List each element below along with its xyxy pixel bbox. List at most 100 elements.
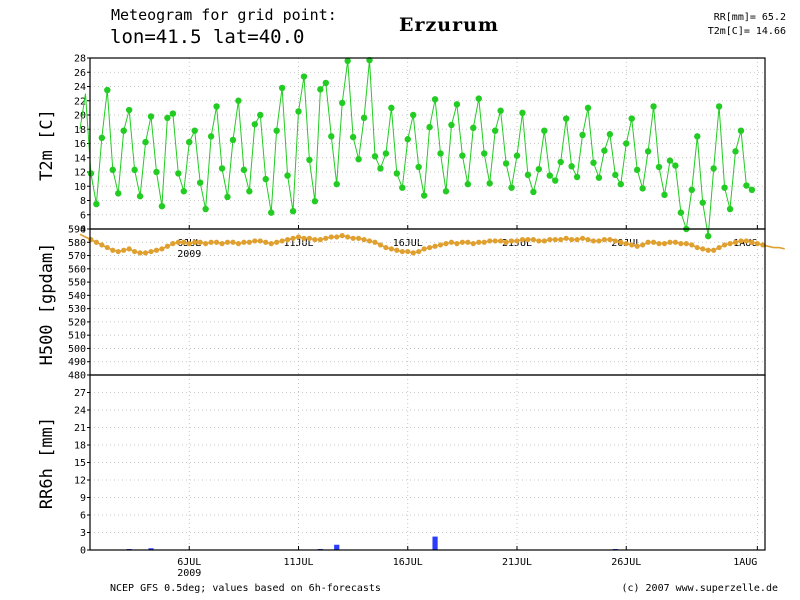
t2m-point — [573, 173, 581, 181]
y-tick-label: 530 — [68, 304, 86, 315]
h500-point — [208, 239, 214, 245]
t2m-point — [246, 188, 253, 195]
y-tick-label: 21 — [74, 423, 86, 434]
rr-bar — [432, 536, 438, 550]
t2m-point — [131, 166, 138, 174]
t2m-point — [666, 157, 674, 164]
t2m-point — [410, 111, 417, 119]
h500-point — [498, 238, 504, 244]
h500-point — [503, 239, 509, 245]
y-tick-label: 22 — [74, 96, 86, 107]
t2m-point — [568, 163, 575, 170]
h500-point — [448, 239, 455, 245]
x-tick-label: 16JUL — [393, 557, 423, 568]
t2m-point — [317, 86, 324, 93]
h500-point — [257, 238, 263, 244]
h500-point — [678, 241, 684, 247]
t2m-point — [595, 174, 603, 181]
h500-point — [350, 235, 356, 241]
location-name: Erzurum — [399, 14, 500, 36]
t2m-point — [202, 205, 209, 213]
t2m-point — [180, 188, 187, 195]
h500-point — [536, 238, 542, 244]
h500-point — [263, 239, 269, 245]
t2m-point — [420, 192, 428, 199]
t2m-point — [142, 138, 149, 146]
y-tick-label: 3 — [80, 528, 86, 539]
t2m-point — [169, 110, 177, 117]
t2m-point — [125, 106, 133, 114]
h500-point — [121, 247, 127, 253]
t2m-point — [743, 182, 750, 189]
x-tick-label: 16JUL — [393, 238, 423, 249]
t2m-point — [470, 124, 477, 132]
t2m-point — [382, 150, 390, 157]
t2m-point — [218, 165, 226, 172]
t2m-point — [136, 193, 144, 200]
h500-point — [661, 241, 668, 247]
t2m-point — [737, 127, 745, 134]
h500-point — [345, 234, 351, 240]
y-tick-label: 550 — [68, 278, 86, 289]
h500-point — [159, 246, 165, 252]
t2m-point — [502, 160, 510, 167]
rr-bar — [148, 548, 154, 550]
h500-point — [760, 242, 766, 248]
t2m-point — [513, 152, 521, 159]
h500-point — [437, 242, 444, 248]
t2m-point — [661, 191, 668, 198]
h500-point — [192, 239, 198, 245]
t2m-point — [186, 138, 193, 146]
x-tick-label: 21JUL — [502, 557, 532, 568]
t2m-point — [191, 127, 198, 134]
t2m-point — [311, 198, 319, 205]
t2m-point — [748, 186, 756, 194]
t2m-point — [601, 147, 608, 154]
h500-point — [88, 237, 94, 243]
rr-summary: RR[mm]= 65.2 — [713, 12, 786, 23]
y-tick-label: 12 — [74, 168, 86, 179]
h500-point — [700, 246, 706, 252]
t2m-point — [120, 127, 127, 134]
t2m-point — [448, 121, 455, 129]
t2m-point — [393, 170, 401, 177]
y-tick-label: 560 — [68, 264, 86, 275]
h500-point — [427, 244, 433, 251]
h500-point — [295, 234, 302, 240]
t2m-point — [295, 108, 302, 115]
y-tick-label: 4 — [80, 225, 86, 236]
h500-point — [689, 242, 695, 248]
t2m-point — [672, 162, 679, 169]
t2m-point — [158, 203, 166, 210]
t2m-point — [579, 131, 586, 139]
t2m-point — [606, 131, 614, 138]
h500-point — [530, 237, 536, 243]
t2m-point — [251, 121, 258, 128]
h500-point — [312, 237, 318, 243]
y-tick-label: 570 — [68, 251, 86, 262]
t2m-point — [175, 170, 182, 177]
h500-point — [672, 239, 679, 245]
h500-point — [721, 242, 728, 248]
t2m-point — [164, 114, 171, 122]
h500-point — [230, 239, 236, 245]
h500-point — [164, 243, 170, 249]
t2m-point — [224, 193, 231, 201]
t2m-point — [93, 200, 100, 208]
t2m-point — [546, 172, 553, 179]
t2m-point — [240, 166, 248, 174]
h500-point — [93, 239, 99, 245]
h500-point — [683, 241, 689, 247]
h500-point — [104, 244, 110, 251]
h500-point — [186, 241, 192, 247]
h500-point — [667, 239, 673, 245]
h500-point — [476, 239, 482, 245]
h500-point — [596, 238, 602, 244]
t2m-point — [328, 133, 335, 140]
h500-point — [203, 241, 209, 247]
h500-point — [268, 241, 274, 247]
h500-point — [274, 239, 280, 245]
h500-point — [317, 237, 323, 243]
t2m-point — [704, 232, 712, 240]
meteogram-title: Meteogram for grid point: — [111, 6, 337, 24]
